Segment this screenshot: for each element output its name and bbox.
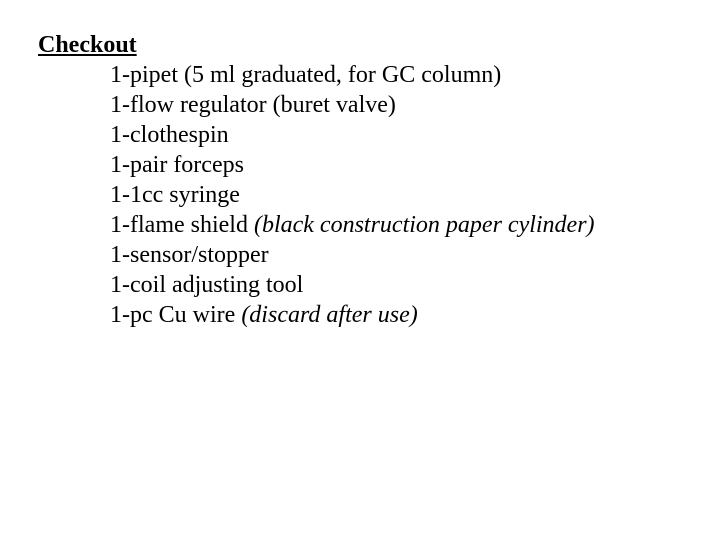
item-separator: -	[122, 212, 130, 238]
list-item: 1-1cc syringe	[110, 180, 720, 210]
item-name: flame shield	[130, 212, 254, 238]
item-qty: 1	[110, 272, 122, 298]
document-page: Checkout 1-pipet (5 ml graduated, for GC…	[0, 0, 720, 330]
item-list: 1-pipet (5 ml graduated, for GC column)1…	[110, 60, 720, 330]
list-item: 1-pc Cu wire (discard after use)	[110, 300, 720, 330]
item-name: 1cc syringe	[130, 182, 240, 208]
item-separator: -	[122, 152, 130, 178]
item-separator: -	[122, 242, 130, 268]
item-qty: 1	[110, 212, 122, 238]
item-separator: -	[122, 272, 130, 298]
item-qty: 1	[110, 242, 122, 268]
list-item: 1-pair forceps	[110, 150, 720, 180]
list-item: 1-sensor/stopper	[110, 240, 720, 270]
item-qty: 1	[110, 182, 122, 208]
item-note: (discard after use)	[241, 302, 417, 328]
list-item: 1-pipet (5 ml graduated, for GC column)	[110, 60, 720, 90]
list-item: 1-coil adjusting tool	[110, 270, 720, 300]
item-separator: -	[122, 182, 130, 208]
item-separator: -	[122, 92, 130, 118]
section-heading: Checkout	[38, 30, 720, 60]
list-item: 1-clothespin	[110, 120, 720, 150]
item-name: clothespin	[130, 122, 229, 148]
list-item: 1-flow regulator (buret valve)	[110, 90, 720, 120]
item-qty: 1	[110, 152, 122, 178]
item-separator: -	[122, 302, 130, 328]
item-qty: 1	[110, 62, 122, 88]
item-name: coil adjusting tool	[130, 272, 303, 298]
item-qty: 1	[110, 122, 122, 148]
item-name: flow regulator (buret valve)	[130, 92, 396, 118]
item-qty: 1	[110, 92, 122, 118]
item-name: sensor/stopper	[130, 242, 269, 268]
item-name: pair forceps	[130, 152, 244, 178]
item-separator: -	[122, 122, 130, 148]
list-item: 1-flame shield (black construction paper…	[110, 210, 720, 240]
item-name: pipet (5 ml graduated, for GC column)	[130, 62, 501, 88]
item-qty: 1	[110, 302, 122, 328]
item-name: pc Cu wire	[130, 302, 241, 328]
item-note: (black construction paper cylinder)	[254, 212, 595, 238]
item-separator: -	[122, 62, 130, 88]
